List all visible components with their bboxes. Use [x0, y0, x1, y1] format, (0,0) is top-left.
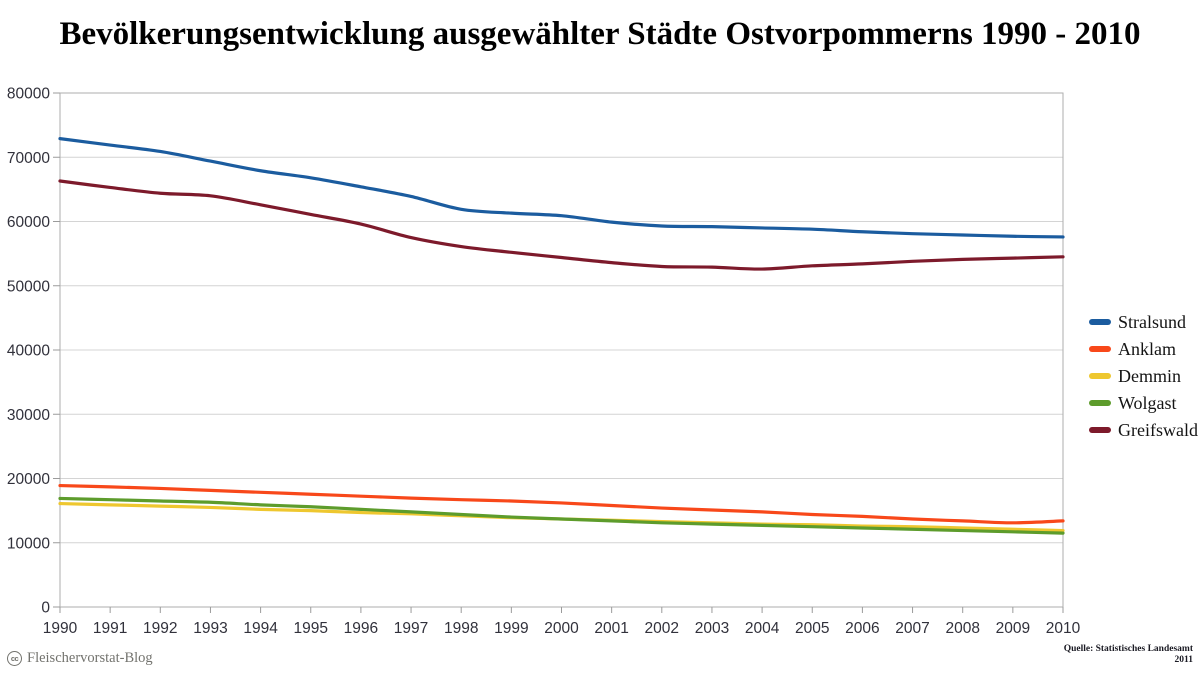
x-tick-label: 2010: [1046, 620, 1081, 637]
x-tick-label: 1993: [193, 620, 227, 637]
gridlines: [60, 156, 1063, 544]
source-note: Quelle: Statistisches Landesamt 2011: [1064, 644, 1193, 667]
legend-swatch-demmin: [1089, 373, 1111, 379]
legend-item-greifswald: Greifswald: [1089, 420, 1198, 440]
x-tick-label: 2002: [645, 620, 679, 637]
x-tick-label: 2006: [845, 620, 879, 637]
legend-label: Demmin: [1118, 365, 1181, 386]
x-tick-label: 1990: [43, 620, 78, 637]
x-tick-label: 2009: [996, 620, 1030, 637]
series-line-greifswald: [58, 179, 1065, 271]
y-tick-label: 20000: [7, 471, 50, 488]
legend-swatch-wolgast: [1089, 400, 1111, 406]
y-tick-label: 60000: [7, 214, 50, 231]
legend-item-wolgast: Wolgast: [1089, 393, 1198, 413]
legend-swatch-stralsund: [1089, 319, 1111, 325]
x-tick-label: 2000: [544, 620, 579, 637]
creative-commons-icon: cc: [7, 651, 22, 666]
legend-item-anklam: Anklam: [1089, 339, 1198, 359]
source-line-2: 2011: [1174, 655, 1193, 666]
legend-label: Anklam: [1118, 338, 1176, 359]
x-axis: 1990 1991 1992 1993 1994 1995 1996 1997 1998 1999…: [43, 620, 1081, 637]
y-axis: 0 10000 20000 30000 40000 50000 60000 70000 8000…: [7, 86, 50, 617]
y-tick-label: 80000: [7, 86, 50, 103]
x-tick-label: 1998: [444, 620, 478, 637]
y-tick-label: 0: [41, 600, 50, 617]
x-tick-label: 2008: [945, 620, 979, 637]
y-tick-label: 30000: [7, 407, 50, 424]
legend-label: Wolgast: [1118, 392, 1177, 413]
legend-swatch-anklam: [1089, 346, 1111, 352]
legend-item-demmin: Demmin: [1089, 366, 1198, 386]
x-tick-label: 1995: [294, 620, 328, 637]
x-tick-label: 2003: [695, 620, 729, 637]
legend-swatch-greifswald: [1089, 427, 1111, 433]
y-tick-label: 10000: [7, 535, 50, 552]
attribution: cc Fleischervorstat-Blog: [7, 650, 153, 667]
x-tick-label: 1999: [494, 620, 528, 637]
legend-label: Stralsund: [1118, 311, 1187, 332]
series-line-demmin: [58, 501, 1065, 533]
x-tick-label: 2001: [594, 620, 628, 637]
legend-label: Greifswald: [1118, 419, 1198, 440]
y-tick-label: 50000: [7, 278, 50, 295]
x-tick-label: 1997: [394, 620, 428, 637]
x-tick-label: 1991: [93, 620, 127, 637]
series-line-anklam: [58, 483, 1065, 525]
x-tick-label: 2007: [895, 620, 929, 637]
x-tick-label: 1992: [143, 620, 177, 637]
chart-title: Bevölkerungsentwicklung ausgewählter Stä…: [59, 16, 1141, 52]
x-tick-label: 1994: [243, 620, 278, 637]
x-tick-label: 2004: [745, 620, 780, 637]
attribution-text: Fleischervorstat-Blog: [27, 650, 153, 666]
x-tick-label: 1996: [344, 620, 378, 637]
y-tick-label: 40000: [7, 343, 50, 360]
legend: Stralsund Anklam Demmin Wolgast Greifswald: [1089, 312, 1198, 440]
y-tick-label: 70000: [7, 150, 50, 167]
series-line-stralsund: [58, 137, 1065, 239]
x-tick-label: 2005: [795, 620, 829, 637]
axis-ticks: [53, 92, 1064, 613]
legend-item-stralsund: Stralsund: [1089, 312, 1198, 332]
source-line-1: Quelle: Statistisches Landesamt: [1063, 644, 1193, 654]
series-line-wolgast: [58, 496, 1065, 535]
